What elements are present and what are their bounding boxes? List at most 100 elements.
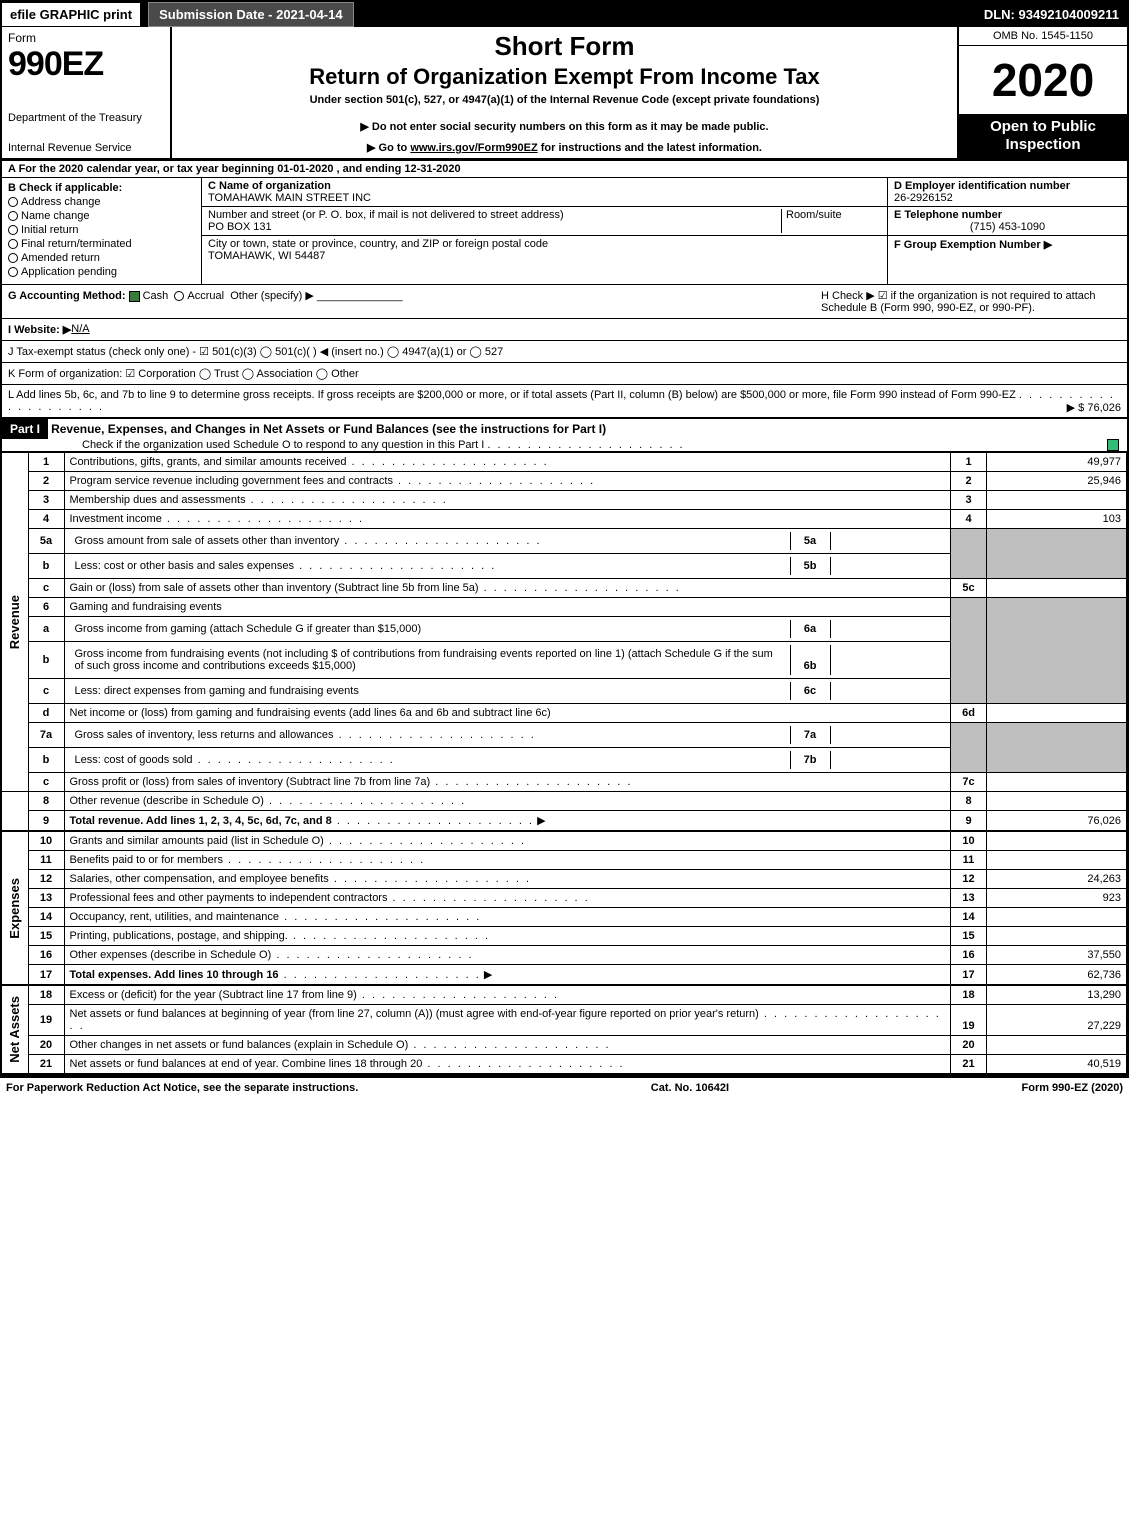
section-h: H Check ▶ ☑ if the organization is not r…: [821, 289, 1121, 314]
line-10-value: [987, 832, 1127, 851]
group-exemption-row: F Group Exemption Number ▶: [888, 236, 1127, 253]
form-header: Form 990EZ Department of the Treasury In…: [2, 27, 1127, 161]
street-label: Number and street (or P. O. box, if mail…: [208, 209, 564, 221]
under-section-text: Under section 501(c), 527, or 4947(a)(1)…: [180, 94, 949, 106]
section-g: G Accounting Method: Cash Accrual Other …: [8, 289, 821, 314]
part-1-header: Part I Revenue, Expenses, and Changes in…: [2, 418, 1127, 452]
city-row: City or town, state or province, country…: [202, 236, 887, 264]
header-center: Short Form Return of Organization Exempt…: [172, 27, 957, 158]
line-4-value: 103: [987, 510, 1127, 529]
phone-row: E Telephone number (715) 453-1090: [888, 207, 1127, 236]
room-suite-label: Room/suite: [781, 209, 881, 233]
section-i: I Website: ▶ N/A: [2, 319, 1127, 341]
line-2-value: 25,946: [987, 472, 1127, 491]
line-11-value: [987, 851, 1127, 870]
schedule-o-checkbox[interactable]: [1107, 439, 1119, 451]
check-cash[interactable]: [129, 291, 140, 302]
sections-b-through-f: B Check if applicable: Address change Na…: [2, 178, 1127, 285]
line-16-value: 37,550: [987, 946, 1127, 965]
form-label: Form: [8, 31, 164, 45]
section-b: B Check if applicable: Address change Na…: [2, 178, 202, 284]
short-form-title: Short Form: [180, 31, 949, 62]
website-label: I Website: ▶: [8, 323, 71, 336]
phone-value: (715) 453-1090: [894, 221, 1121, 233]
section-l: L Add lines 5b, 6c, and 7b to line 9 to …: [2, 385, 1127, 418]
line-9-value: 76,026: [987, 811, 1127, 831]
ein-row: D Employer identification number 26-2926…: [888, 178, 1127, 207]
section-j: J Tax-exempt status (check only one) - ☑…: [2, 341, 1127, 363]
header-right: OMB No. 1545-1150 2020 Open to Public In…: [957, 27, 1127, 158]
line-13-value: 923: [987, 889, 1127, 908]
sections-d-e-f: D Employer identification number 26-2926…: [887, 178, 1127, 284]
form-number: 990EZ: [8, 45, 164, 84]
part-1-title: Revenue, Expenses, and Changes in Net As…: [51, 422, 606, 436]
dln-label: DLN: 93492104009211: [976, 3, 1127, 26]
section-l-text: L Add lines 5b, 6c, and 7b to line 9 to …: [8, 389, 1016, 401]
do-not-enter-text: ▶ Do not enter social security numbers o…: [180, 120, 949, 133]
schedule-o-check-text: Check if the organization used Schedule …: [2, 439, 484, 451]
line-21-value: 40,519: [987, 1055, 1127, 1074]
line-6d-value: [987, 704, 1127, 723]
header-left: Form 990EZ Department of the Treasury In…: [2, 27, 172, 158]
line-7c-value: [987, 773, 1127, 792]
org-name-label: C Name of organization: [208, 180, 331, 192]
line-18-value: 13,290: [987, 986, 1127, 1005]
expenses-side-label: Expenses: [7, 878, 22, 939]
line-5c-value: [987, 579, 1127, 598]
submission-date-button[interactable]: Submission Date - 2021-04-14: [148, 2, 354, 27]
line-8-value: [987, 792, 1127, 811]
page-footer: For Paperwork Reduction Act Notice, see …: [0, 1076, 1129, 1098]
net-assets-table: Net Assets 18 Excess or (deficit) for th…: [2, 985, 1127, 1074]
sections-g-h: G Accounting Method: Cash Accrual Other …: [2, 285, 1127, 319]
return-title: Return of Organization Exempt From Incom…: [180, 64, 949, 90]
goto-link-text: ▶ Go to www.irs.gov/Form990EZ for instru…: [180, 141, 949, 154]
org-name-value: TOMAHAWK MAIN STREET INC: [208, 192, 371, 204]
check-address-change[interactable]: Address change: [8, 196, 195, 208]
omb-number: OMB No. 1545-1150: [959, 27, 1127, 46]
revenue-side-label: Revenue: [7, 595, 22, 649]
website-value: N/A: [71, 323, 89, 336]
line-1-value: 49,977: [987, 453, 1127, 472]
open-to-public: Open to Public Inspection: [959, 114, 1127, 158]
line-17-value: 62,736: [987, 965, 1127, 985]
line-3-value: [987, 491, 1127, 510]
city-value: TOMAHAWK, WI 54487: [208, 250, 325, 262]
net-assets-side-label: Net Assets: [7, 996, 22, 1063]
check-final-return[interactable]: Final return/terminated: [8, 238, 195, 250]
tax-year: 2020: [959, 46, 1127, 114]
line-15-value: [987, 927, 1127, 946]
line-14-value: [987, 908, 1127, 927]
check-name-change[interactable]: Name change: [8, 210, 195, 222]
irs-label: Internal Revenue Service: [8, 142, 164, 154]
gross-receipts-amount: ▶ $ 76,026: [1067, 401, 1121, 414]
catalog-number: Cat. No. 10642I: [651, 1082, 729, 1094]
pra-notice: For Paperwork Reduction Act Notice, see …: [6, 1082, 358, 1094]
line-20-value: [987, 1036, 1127, 1055]
form-reference: Form 990-EZ (2020): [1022, 1082, 1123, 1094]
top-bar: efile GRAPHIC print Submission Date - 20…: [2, 2, 1127, 27]
section-a-calendar-year: A For the 2020 calendar year, or tax yea…: [2, 161, 1127, 178]
revenue-table: Revenue 1 Contributions, gifts, grants, …: [2, 452, 1127, 831]
irs-link[interactable]: www.irs.gov/Form990EZ: [410, 142, 537, 154]
city-label: City or town, state or province, country…: [208, 238, 548, 250]
street-value: PO BOX 131: [208, 221, 272, 233]
org-name-row: C Name of organization TOMAHAWK MAIN STR…: [202, 178, 887, 207]
line-12-value: 24,263: [987, 870, 1127, 889]
check-amended-return[interactable]: Amended return: [8, 252, 195, 264]
line-19-value: 27,229: [987, 1005, 1127, 1036]
ein-label: D Employer identification number: [894, 180, 1070, 192]
phone-label: E Telephone number: [894, 209, 1002, 221]
expenses-table: Expenses 10 Grants and similar amounts p…: [2, 831, 1127, 985]
part-1-label: Part I: [2, 419, 48, 439]
form-container: efile GRAPHIC print Submission Date - 20…: [0, 0, 1129, 1076]
section-k: K Form of organization: ☑ Corporation ◯ …: [2, 363, 1127, 385]
ein-value: 26-2926152: [894, 192, 953, 204]
section-b-title: B Check if applicable:: [8, 182, 195, 194]
check-initial-return[interactable]: Initial return: [8, 224, 195, 236]
efile-print-label[interactable]: efile GRAPHIC print: [2, 3, 142, 26]
department-label: Department of the Treasury: [8, 112, 164, 124]
street-row: Number and street (or P. O. box, if mail…: [202, 207, 887, 236]
check-application-pending[interactable]: Application pending: [8, 266, 195, 278]
check-accrual[interactable]: [174, 291, 184, 301]
section-c: C Name of organization TOMAHAWK MAIN STR…: [202, 178, 887, 284]
